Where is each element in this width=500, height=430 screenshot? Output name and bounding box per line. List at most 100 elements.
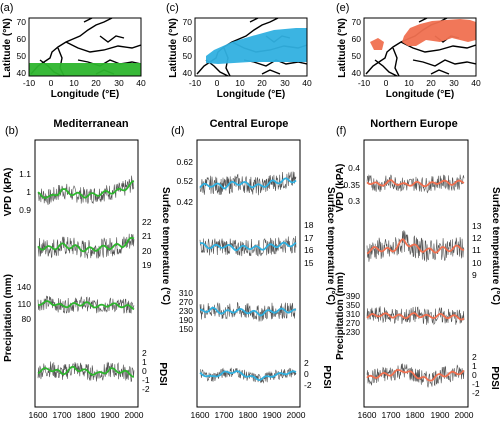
- lon-tick: -10: [189, 78, 202, 88]
- pdsi-axis-label: PDSI: [321, 365, 332, 389]
- precip-tick: 270: [179, 297, 193, 307]
- precip-tick: 190: [179, 315, 193, 325]
- smoothed-series-line: [199, 306, 297, 317]
- vpd-tick: 0.52: [176, 176, 193, 186]
- series-panel-label: (d): [171, 125, 184, 137]
- pdsi-axis-label: PDSI: [157, 362, 168, 386]
- map-panel-label: (c): [166, 2, 179, 14]
- map-frame: [363, 17, 477, 77]
- lon-axis-label: Longitude (°E): [51, 89, 119, 100]
- smoothed-series-line: [366, 368, 465, 382]
- temp-tick: 13: [472, 221, 482, 231]
- map-frame: [28, 17, 142, 77]
- region-title: Northern Europe: [370, 118, 457, 130]
- lat-tick: 40: [183, 68, 193, 78]
- series-panel-label: (b): [5, 125, 18, 137]
- map-lat-ticks: 70 60 50 40: [352, 17, 362, 78]
- lon-tick: 40: [302, 78, 312, 88]
- temp-tick: 22: [142, 217, 152, 227]
- temp-tick: 9: [472, 270, 477, 280]
- vpd-tick: 0.9: [19, 205, 31, 215]
- pdsi-tick: 1: [142, 357, 147, 367]
- map-panel-a: (a) 70 60 50 40 -10 0 10 20 30 40 Latitu…: [0, 2, 146, 100]
- smoothed-series-line: [37, 300, 135, 311]
- lon-tick: 20: [257, 78, 267, 88]
- temp-tick: 18: [304, 220, 314, 230]
- map-panel-e: (e) 70 60 50 40 -10 0 10 20 30 40 Latitu…: [336, 2, 481, 100]
- vpd-tick: 0.42: [176, 197, 193, 207]
- temp-axis-label: Surface temperature (°C): [160, 187, 171, 305]
- vpd-tick: 1: [26, 187, 31, 197]
- year-ticks: 1600 1700 1800 1900 2000: [358, 410, 474, 420]
- year-tick: 1800: [77, 410, 96, 420]
- vpd-tick: 0.4: [348, 163, 360, 173]
- precip-tick: 270: [346, 318, 360, 328]
- temp-tick: 16: [304, 245, 314, 255]
- year-ticks: 1600 1700 1800 1900 2000: [29, 410, 144, 420]
- map-lat-ticks: 70 60 50 40: [183, 17, 193, 78]
- lat-tick: 60: [352, 34, 362, 44]
- lon-axis-label: Longitude (°E): [217, 89, 285, 100]
- temp-axis-label: Surface temperature (°C): [325, 187, 336, 305]
- series-panel-b: (b) Mediterranean 1.1 1 0.9 22 21 20 19 …: [3, 118, 171, 420]
- year-tick: 1700: [215, 410, 234, 420]
- annual-series-line: [199, 302, 297, 322]
- annual-series-line: [37, 361, 135, 383]
- annual-series-line: [366, 363, 465, 388]
- annual-series-line: [37, 233, 135, 259]
- temp-tick: 15: [304, 258, 314, 268]
- smoothed-series-line: [366, 238, 465, 255]
- pdsi-tick: 2: [304, 358, 309, 368]
- precip-tick: 230: [179, 306, 193, 316]
- lon-tick: 30: [114, 78, 124, 88]
- pdsi-tick: 1: [472, 361, 477, 371]
- pdsi-axis-label: PDSI: [489, 366, 500, 390]
- pdsi-tick: -2: [304, 380, 312, 390]
- annual-series-line: [366, 230, 465, 262]
- lat-tick: 60: [183, 34, 193, 44]
- lat-axis-label: Latitude (°N): [168, 18, 179, 78]
- year-tick: 1600: [358, 410, 377, 420]
- temp-tick: 10: [472, 258, 482, 268]
- precip-axis-ticks: 310 270 230 190 150: [179, 288, 193, 334]
- lon-tick: 20: [91, 78, 101, 88]
- lon-tick: 0: [384, 78, 389, 88]
- plot-frame: [363, 139, 469, 408]
- year-tick: 2000: [455, 410, 474, 420]
- lat-tick: 40: [352, 68, 362, 78]
- region-central-europe: [206, 28, 307, 64]
- precip-tick: 80: [22, 314, 32, 324]
- lon-tick: 10: [235, 78, 245, 88]
- region-title: Mediterranean: [53, 118, 128, 130]
- pdsi-tick: 0: [472, 370, 477, 380]
- vpd-tick: 0.3: [348, 196, 360, 206]
- year-tick: 1900: [431, 410, 450, 420]
- year-tick: 1700: [53, 410, 72, 420]
- pdsi-axis-ticks: 2 1 0 -1 -2: [472, 352, 480, 398]
- annual-series-line: [37, 175, 135, 205]
- lon-tick: 30: [280, 78, 290, 88]
- precip-tick: 140: [17, 282, 31, 292]
- temp-axis-ticks: 13 12 11 10 9: [472, 221, 482, 280]
- precip-axis-label: Precipitation (mm): [3, 274, 14, 362]
- precip-axis-ticks: 140 110 80: [17, 282, 31, 324]
- lat-tick: 70: [352, 17, 362, 27]
- year-tick: 2000: [287, 410, 306, 420]
- precip-tick: 230: [346, 327, 360, 337]
- smoothed-series-line: [37, 237, 135, 253]
- lat-axis-label: Latitude (°N): [2, 18, 13, 78]
- precip-tick: 310: [179, 288, 193, 298]
- smoothed-series-line: [37, 180, 135, 199]
- series-panel-label: (f): [336, 125, 346, 137]
- region-title: Central Europe: [210, 118, 289, 130]
- lon-tick: -10: [358, 78, 371, 88]
- lon-tick: 10: [69, 78, 79, 88]
- year-ticks: 1600 1700 1800 1900 2000: [191, 410, 306, 420]
- pdsi-tick: 0: [142, 366, 147, 376]
- vpd-tick: 1.1: [19, 169, 31, 179]
- series-lines: [366, 174, 465, 388]
- lon-tick: 40: [471, 78, 481, 88]
- map-lon-ticks: -10 0 10 20 30 40: [23, 78, 146, 88]
- precip-tick: 390: [346, 291, 360, 301]
- annual-series-line: [199, 171, 297, 196]
